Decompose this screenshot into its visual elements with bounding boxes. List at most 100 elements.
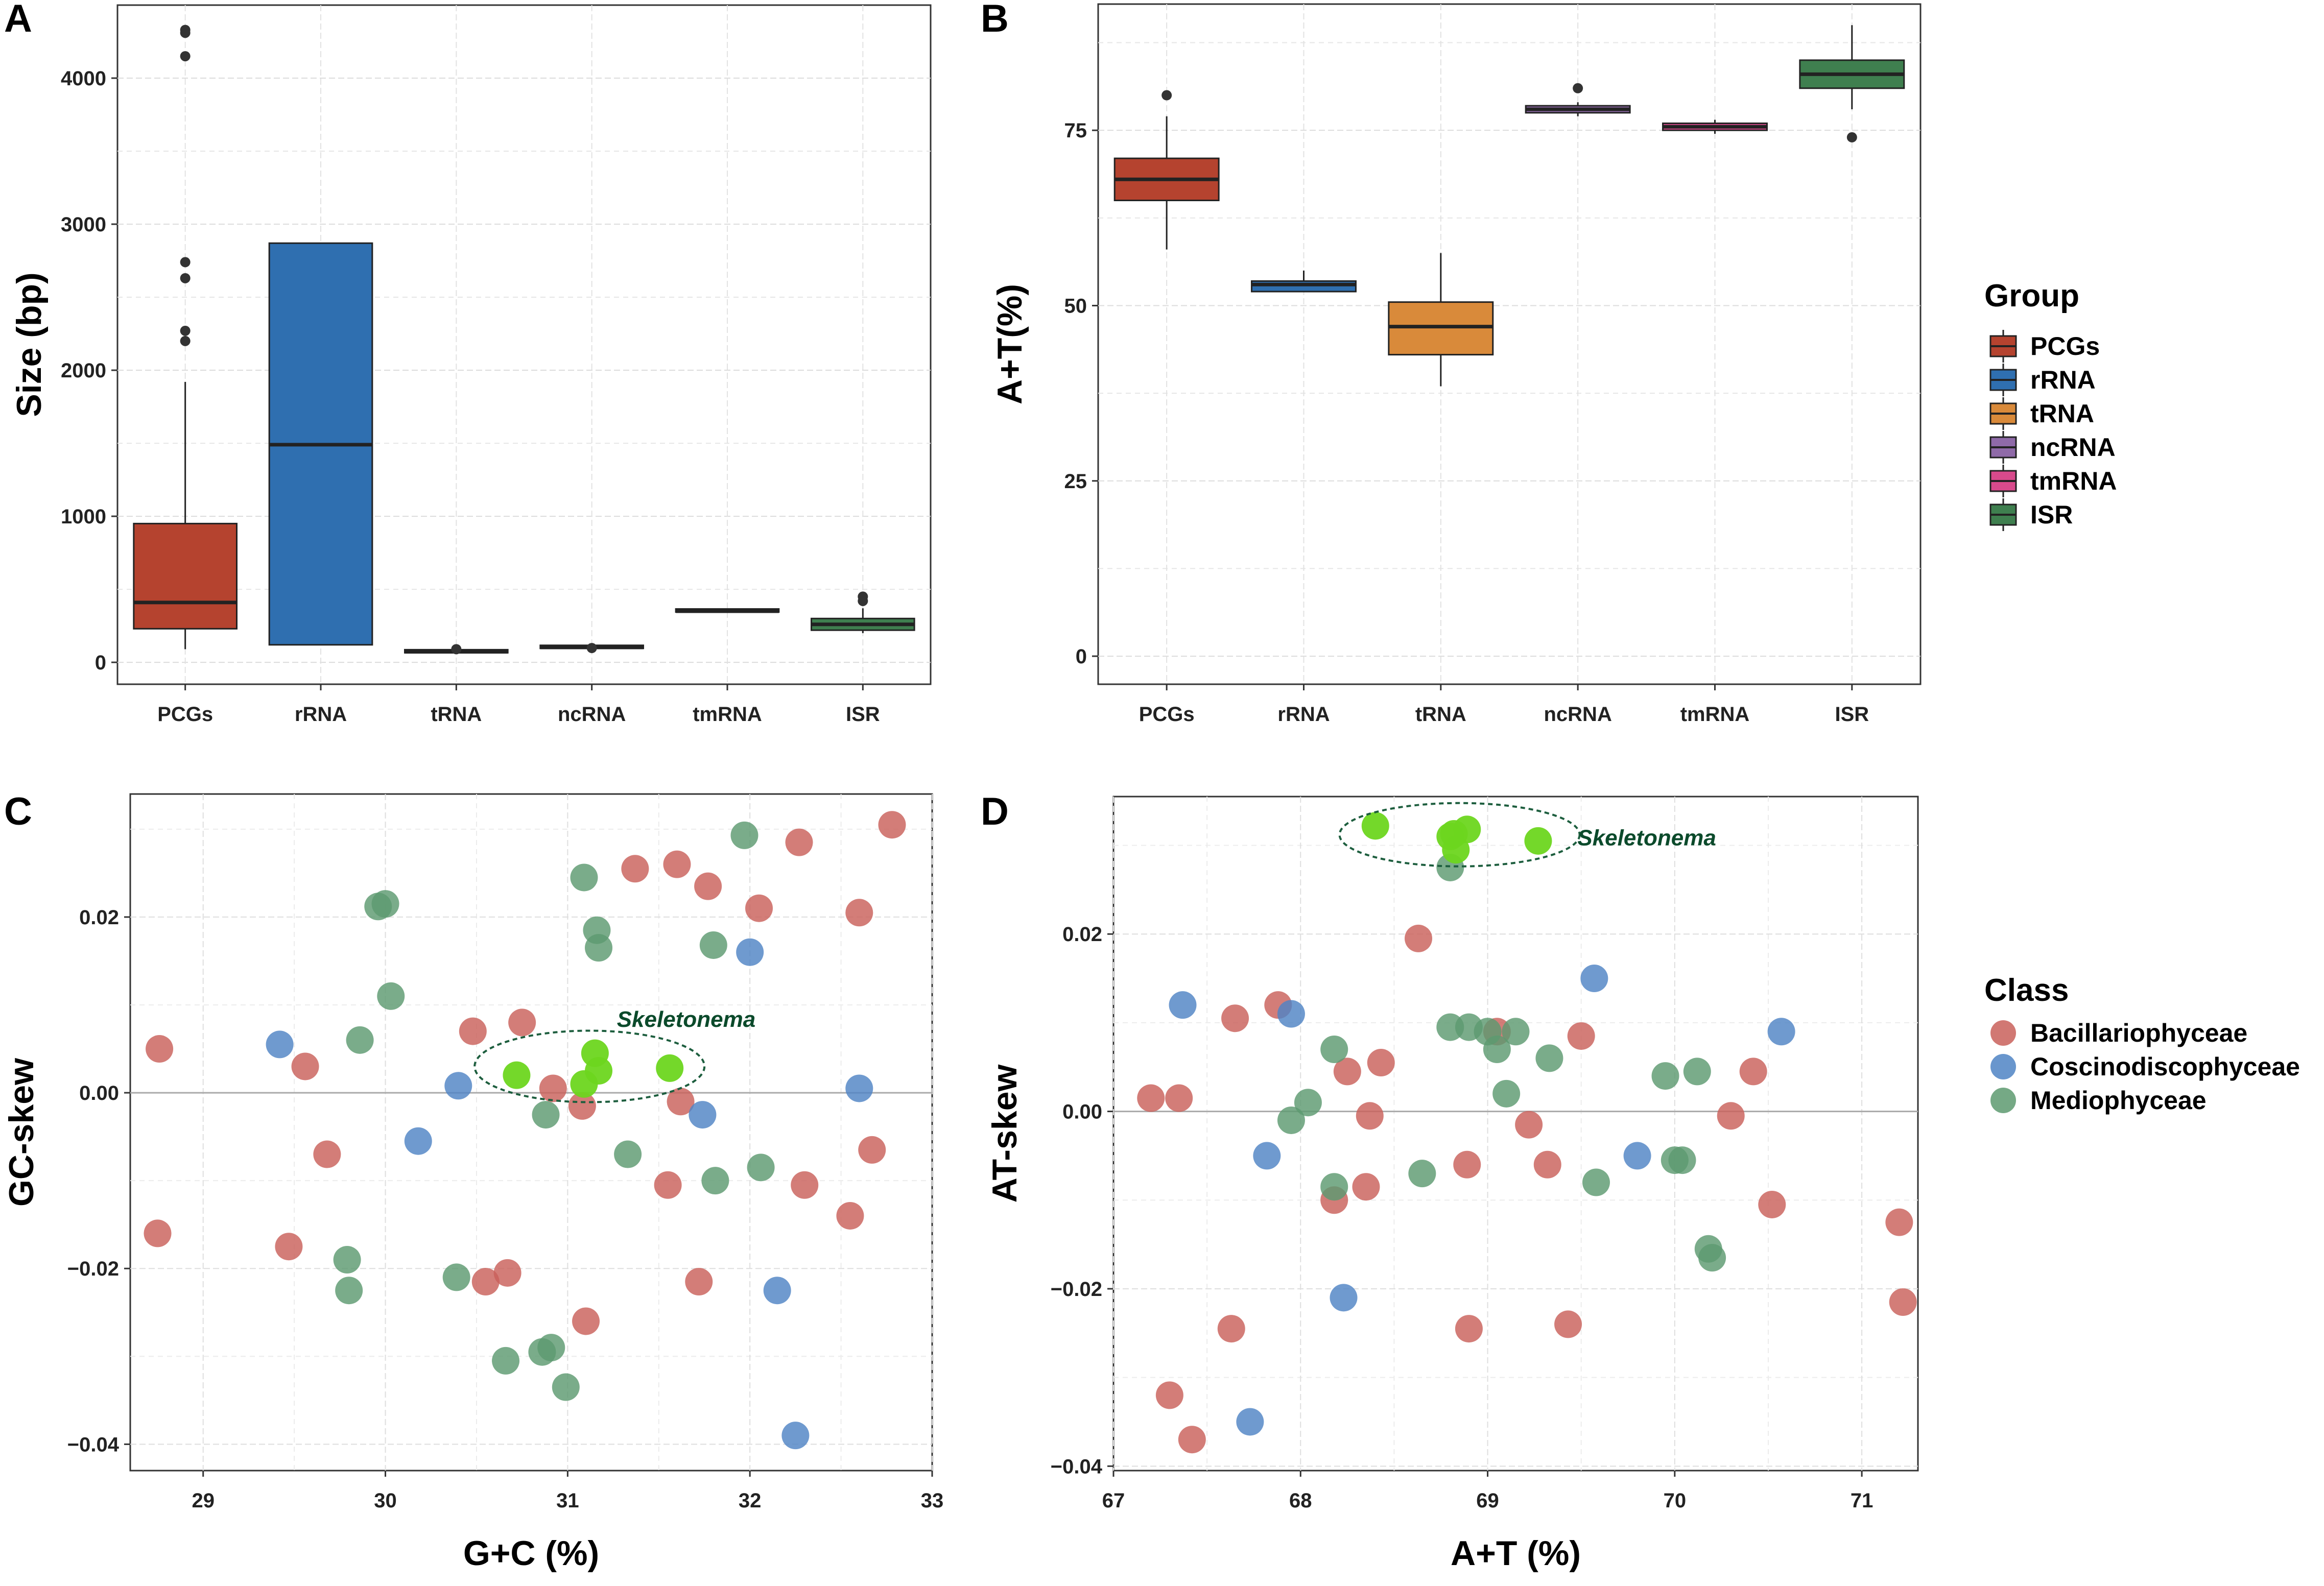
point-bacillariophyceae	[539, 1074, 567, 1102]
y-tick-label: 0	[1076, 645, 1087, 668]
point-mediophyceae	[699, 931, 727, 959]
series-mediophyceae	[1277, 853, 1726, 1272]
point-bacillariophyceae	[654, 1171, 682, 1199]
box-ISR	[811, 591, 915, 633]
point-mediophyceae	[1408, 1160, 1436, 1188]
point-mediophyceae	[1320, 1036, 1348, 1063]
point-bacillariophyceae	[1217, 1315, 1245, 1343]
legend-group-key-ncrna	[1989, 431, 2017, 464]
y-tick-label: 50	[1064, 295, 1087, 317]
outlier-point	[1846, 132, 1857, 142]
point-bacillariophyceae	[1885, 1208, 1913, 1236]
outlier-point	[180, 273, 191, 283]
point-coscinodiscophyceae	[1236, 1408, 1264, 1436]
y-tick-label: 0.02	[1062, 923, 1102, 946]
point-bacillariophyceae	[1455, 1315, 1483, 1343]
point-coscinodiscophyceae	[266, 1030, 294, 1059]
point-coscinodiscophyceae	[1330, 1284, 1358, 1312]
x-tick-label: 68	[1289, 1489, 1312, 1512]
point-bacillariophyceae	[1533, 1150, 1561, 1179]
x-tick-label: ncRNA	[1544, 703, 1611, 726]
box-ISR	[1799, 25, 1905, 142]
point-mediophyceae	[1320, 1173, 1348, 1201]
series-bacillariophyceae	[1137, 924, 1917, 1454]
point-coscinodiscophyceae	[404, 1127, 432, 1155]
point-mediophyceae	[333, 1246, 361, 1274]
outlier-point	[180, 25, 191, 35]
box-PCGs	[133, 25, 238, 650]
plot-frame-A	[116, 4, 932, 685]
skeletonema-label: Skeletonema	[1577, 826, 1716, 851]
point-bacillariophyceae	[1405, 924, 1433, 952]
legend-class-title: Class	[1984, 973, 2069, 1008]
y-tick-label: 0.02	[79, 906, 119, 929]
x-tick-label: tRNA	[1415, 703, 1466, 726]
legend-group-label: PCGs	[2030, 332, 2100, 361]
point-mediophyceae	[1668, 1146, 1696, 1174]
point-bacillariophyceae	[878, 811, 906, 839]
point-coscinodiscophyceae	[1623, 1142, 1651, 1170]
point-bacillariophyceae	[1758, 1190, 1786, 1218]
point-mediophyceae	[585, 934, 613, 962]
point-mediophyceae	[492, 1347, 520, 1375]
box-tRNA	[1388, 253, 1494, 387]
skeletonema-label: Skeletonema	[617, 1007, 755, 1032]
outlier-point	[451, 644, 462, 655]
point-mediophyceae	[442, 1263, 470, 1291]
point-bacillariophyceae	[1515, 1111, 1543, 1139]
point-bacillariophyceae	[858, 1136, 886, 1164]
point-mediophyceae	[1683, 1058, 1711, 1086]
box-body	[133, 522, 238, 630]
point-mediophyceae	[1698, 1244, 1726, 1272]
point-bacillariophyceae	[1178, 1426, 1206, 1454]
box-ncRNA	[1525, 83, 1631, 116]
point-bacillariophyceae	[694, 872, 722, 900]
point-bacillariophyceae	[1717, 1102, 1745, 1130]
panel-c-gc-scatter: −0.04 −0.02 0.00 0.02 29 30 31 32 33 Skeletonema G…	[2, 793, 944, 1573]
panel-d-at-scatter: −0.04 −0.02 0.00 0.02 67 68 69 70 71 Skeletonema A…	[985, 796, 1919, 1573]
y-tick-label: 0.00	[1062, 1101, 1102, 1123]
x-tick-label: 29	[192, 1489, 215, 1512]
point-mediophyceae	[1492, 1079, 1521, 1108]
point-mediophyceae	[614, 1140, 642, 1168]
point-coscinodiscophyceae	[736, 938, 764, 966]
point-bacillariophyceae	[146, 1035, 174, 1063]
point-mediophyceae	[371, 890, 399, 918]
x-tick-label: 33	[921, 1489, 944, 1512]
point-bacillariophyceae	[144, 1219, 172, 1247]
point-skeletonema	[1453, 815, 1481, 844]
point-coscinodiscophyceae	[781, 1422, 810, 1450]
legend-class-label: Bacillariophyceae	[2030, 1019, 2247, 1047]
point-mediophyceae	[747, 1154, 775, 1182]
x-tick-label: tmRNA	[1680, 703, 1750, 726]
box-tRNA	[404, 644, 509, 655]
legend-group-label: ncRNA	[2030, 433, 2116, 462]
legend-group-key-rrna	[1989, 364, 2017, 396]
point-bacillariophyceae	[1221, 1004, 1249, 1032]
point-bacillariophyceae	[471, 1268, 500, 1296]
legend-group-label: rRNA	[2030, 366, 2096, 394]
point-coscinodiscophyceae	[1767, 1018, 1795, 1046]
point-skeletonema	[1442, 836, 1470, 864]
panel-letter-d: D	[981, 790, 1009, 833]
outlier-point	[1573, 83, 1583, 93]
x-tick-label: rRNA	[1277, 703, 1330, 726]
x-tick-label: ISR	[846, 703, 880, 726]
point-mediophyceae	[335, 1277, 363, 1305]
point-bacillariophyceae	[1889, 1288, 1917, 1316]
box-tmRNA	[1662, 119, 1768, 134]
point-bacillariophyceae	[621, 855, 649, 883]
point-bacillariophyceae	[508, 1008, 536, 1037]
skeletonema-ellipse	[473, 1029, 706, 1103]
point-coscinodiscophyceae	[1169, 991, 1197, 1019]
point-mediophyceae	[701, 1167, 729, 1195]
x-tick-label: ncRNA	[558, 703, 626, 726]
legend-class-label: Mediophyceae	[2030, 1086, 2207, 1115]
y-axis-label: AT-skew	[985, 1064, 1024, 1203]
point-bacillariophyceae	[275, 1233, 303, 1261]
point-bacillariophyceae	[667, 1088, 695, 1116]
point-bacillariophyceae	[1453, 1150, 1481, 1179]
outlier-point	[180, 51, 191, 62]
skeletonema-ellipse	[1338, 802, 1581, 868]
y-tick-label: 2000	[61, 359, 106, 382]
